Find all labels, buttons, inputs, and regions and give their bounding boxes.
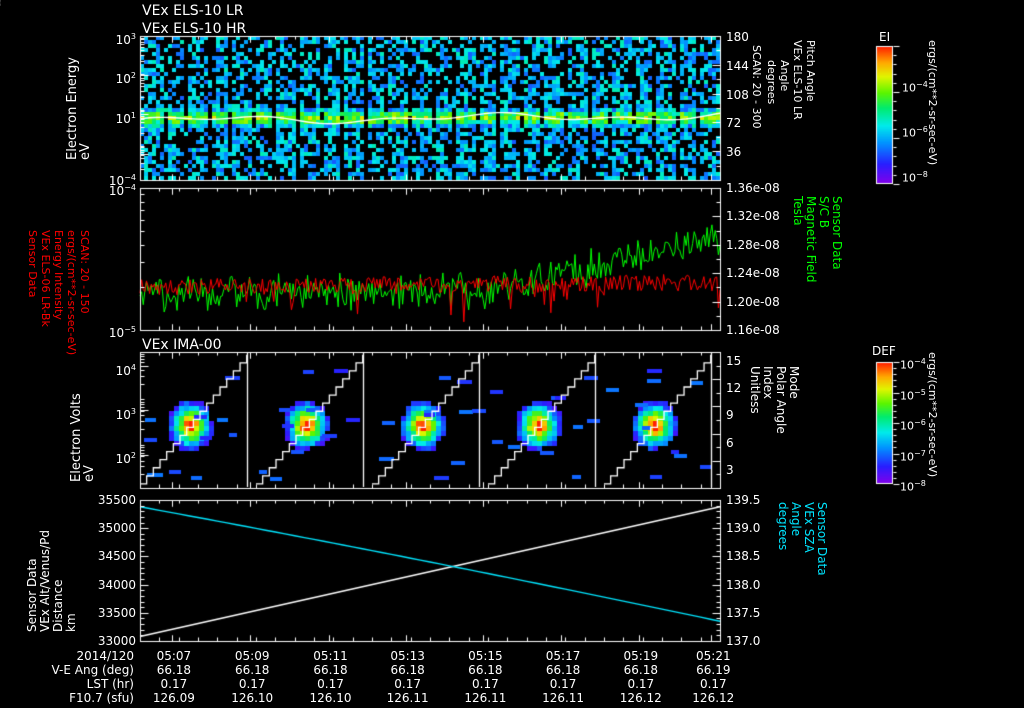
plot-page: VEx ELS-10 LR VEx ELS-10 HR VEx IMA-00 103 1… [0, 0, 1024, 708]
plot-canvas [0, 0, 1024, 708]
